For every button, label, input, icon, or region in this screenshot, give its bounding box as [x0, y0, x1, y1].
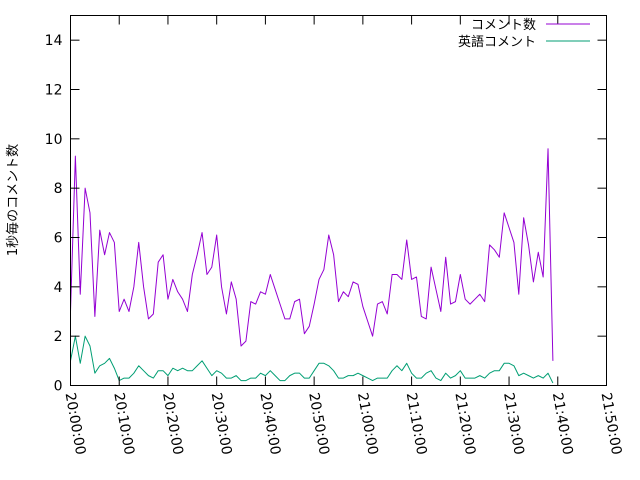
y-tick-label: 12: [45, 83, 63, 99]
plot-frame: [70, 15, 607, 386]
y-tick-label: 6: [54, 231, 63, 247]
series-line-2: [70, 335, 554, 384]
legend-item-1: コメント数: [471, 18, 590, 33]
series-layer: [70, 148, 554, 384]
y-tick-label: 14: [45, 33, 63, 49]
y-axis-title: 1秒毎のコメント数: [5, 144, 21, 256]
y-tick-label: 8: [54, 181, 63, 197]
legend-label: 英語コメント: [458, 34, 536, 50]
y-tick-label: 2: [54, 329, 63, 345]
legend-item-2: 英語コメント: [458, 34, 590, 50]
y-tick-label: 10: [45, 132, 63, 148]
series-1: [70, 148, 554, 361]
ticks-layer: [70, 15, 607, 386]
series-line-1: [70, 148, 554, 361]
legend-label: コメント数: [471, 18, 536, 33]
y-tick-label: 4: [54, 280, 63, 296]
y-tick-label: 0: [54, 379, 63, 395]
series-2: [70, 335, 554, 384]
